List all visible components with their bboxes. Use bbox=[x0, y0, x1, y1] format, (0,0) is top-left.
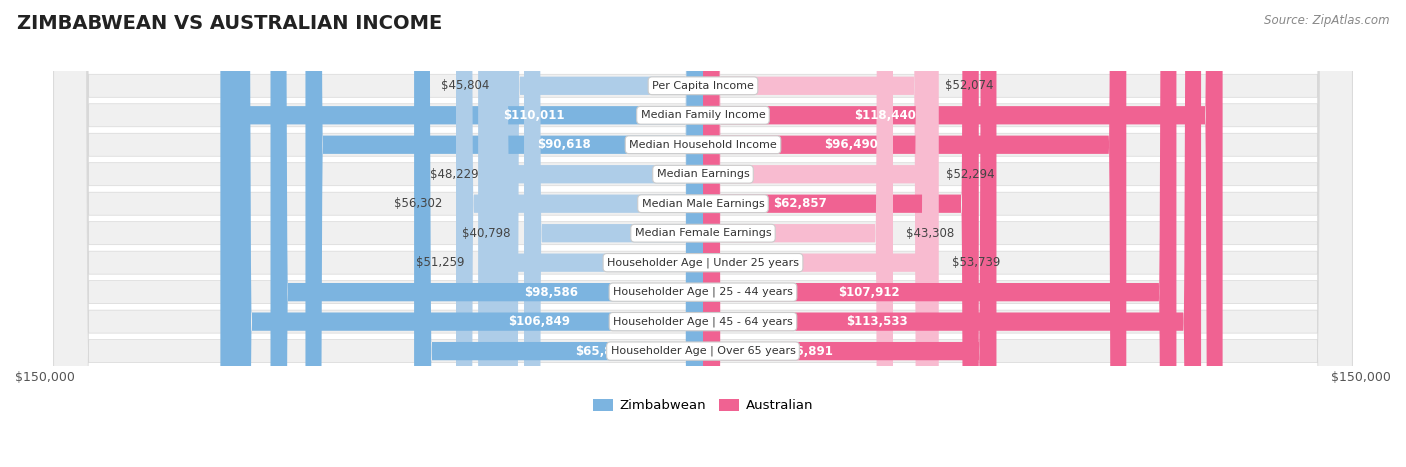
Text: Householder Age | Over 65 years: Householder Age | Over 65 years bbox=[610, 346, 796, 356]
FancyBboxPatch shape bbox=[53, 0, 1353, 467]
FancyBboxPatch shape bbox=[53, 0, 1353, 467]
FancyBboxPatch shape bbox=[703, 0, 931, 467]
FancyBboxPatch shape bbox=[53, 0, 1353, 467]
Text: Householder Age | 45 - 64 years: Householder Age | 45 - 64 years bbox=[613, 316, 793, 327]
FancyBboxPatch shape bbox=[492, 0, 703, 467]
Text: $106,849: $106,849 bbox=[508, 315, 569, 328]
FancyBboxPatch shape bbox=[478, 0, 703, 467]
FancyBboxPatch shape bbox=[53, 0, 1353, 467]
Text: $62,857: $62,857 bbox=[773, 197, 827, 210]
Text: $45,804: $45,804 bbox=[440, 79, 489, 92]
FancyBboxPatch shape bbox=[53, 0, 1353, 467]
Text: $51,259: $51,259 bbox=[416, 256, 465, 269]
Text: ZIMBABWEAN VS AUSTRALIAN INCOME: ZIMBABWEAN VS AUSTRALIAN INCOME bbox=[17, 14, 441, 33]
Text: Source: ZipAtlas.com: Source: ZipAtlas.com bbox=[1264, 14, 1389, 27]
FancyBboxPatch shape bbox=[703, 0, 939, 467]
Text: $118,440: $118,440 bbox=[853, 109, 915, 122]
FancyBboxPatch shape bbox=[703, 0, 1223, 467]
FancyBboxPatch shape bbox=[415, 0, 703, 467]
Text: Householder Age | 25 - 44 years: Householder Age | 25 - 44 years bbox=[613, 287, 793, 297]
FancyBboxPatch shape bbox=[703, 0, 893, 467]
FancyBboxPatch shape bbox=[703, 0, 979, 467]
FancyBboxPatch shape bbox=[703, 0, 1126, 467]
Text: Per Capita Income: Per Capita Income bbox=[652, 81, 754, 91]
Text: $66,891: $66,891 bbox=[779, 345, 832, 358]
Text: $113,533: $113,533 bbox=[846, 315, 908, 328]
Text: $40,798: $40,798 bbox=[463, 226, 510, 240]
Text: $52,294: $52,294 bbox=[946, 168, 994, 181]
FancyBboxPatch shape bbox=[703, 0, 997, 467]
FancyBboxPatch shape bbox=[703, 0, 932, 467]
Text: $48,229: $48,229 bbox=[430, 168, 478, 181]
Text: $107,912: $107,912 bbox=[838, 286, 900, 299]
Text: $53,739: $53,739 bbox=[952, 256, 1000, 269]
Legend: Zimbabwean, Australian: Zimbabwean, Australian bbox=[593, 399, 813, 412]
FancyBboxPatch shape bbox=[456, 0, 703, 467]
Text: $110,011: $110,011 bbox=[503, 109, 565, 122]
Text: $98,586: $98,586 bbox=[524, 286, 579, 299]
FancyBboxPatch shape bbox=[305, 0, 703, 467]
FancyBboxPatch shape bbox=[703, 0, 1177, 467]
Text: $52,074: $52,074 bbox=[945, 79, 993, 92]
FancyBboxPatch shape bbox=[235, 0, 703, 467]
Text: $90,618: $90,618 bbox=[537, 138, 591, 151]
Text: $56,302: $56,302 bbox=[395, 197, 443, 210]
FancyBboxPatch shape bbox=[221, 0, 703, 467]
FancyBboxPatch shape bbox=[270, 0, 703, 467]
Text: Median Female Earnings: Median Female Earnings bbox=[634, 228, 772, 238]
FancyBboxPatch shape bbox=[703, 0, 1201, 467]
FancyBboxPatch shape bbox=[53, 0, 1353, 467]
FancyBboxPatch shape bbox=[53, 0, 1353, 467]
FancyBboxPatch shape bbox=[53, 0, 1353, 467]
Text: Median Family Income: Median Family Income bbox=[641, 110, 765, 120]
FancyBboxPatch shape bbox=[53, 0, 1353, 467]
Text: $96,490: $96,490 bbox=[824, 138, 879, 151]
Text: Median Household Income: Median Household Income bbox=[628, 140, 778, 150]
FancyBboxPatch shape bbox=[502, 0, 703, 467]
Text: Median Male Earnings: Median Male Earnings bbox=[641, 198, 765, 209]
FancyBboxPatch shape bbox=[524, 0, 703, 467]
FancyBboxPatch shape bbox=[53, 0, 1353, 467]
Text: $43,308: $43,308 bbox=[905, 226, 955, 240]
Text: Householder Age | Under 25 years: Householder Age | Under 25 years bbox=[607, 257, 799, 268]
Text: Median Earnings: Median Earnings bbox=[657, 169, 749, 179]
Text: $65,854: $65,854 bbox=[575, 345, 628, 358]
